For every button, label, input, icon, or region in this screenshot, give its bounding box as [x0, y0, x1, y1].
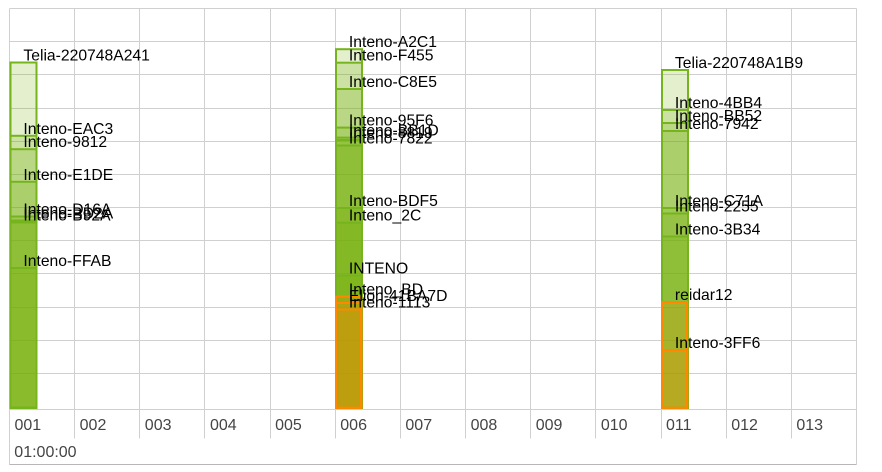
svg-text:Inteno-F455: Inteno-F455: [349, 48, 434, 65]
svg-text:Inteno-3B34: Inteno-3B34: [675, 222, 761, 239]
svg-text:Inteno-1113: Inteno-1113: [349, 295, 431, 312]
svg-text:010: 010: [601, 417, 628, 434]
svg-text:Inteno-BB1D: Inteno-BB1D: [349, 123, 439, 140]
svg-text:01:00:00: 01:00:00: [14, 444, 76, 461]
svg-text:Inteno-9812: Inteno-9812: [23, 134, 107, 151]
svg-text:007: 007: [405, 417, 432, 434]
svg-text:006: 006: [340, 417, 367, 434]
svg-text:reidar12: reidar12: [675, 287, 733, 304]
svg-text:Inteno-BD2A: Inteno-BD2A: [23, 206, 113, 223]
svg-text:008: 008: [471, 417, 498, 434]
svg-text:Inteno-A2C1: Inteno-A2C1: [349, 34, 437, 51]
svg-text:Inteno-BDF5: Inteno-BDF5: [349, 193, 438, 210]
svg-text:005: 005: [275, 417, 302, 434]
svg-text:003: 003: [145, 417, 172, 434]
svg-text:004: 004: [210, 417, 237, 434]
svg-text:Inteno-7822: Inteno-7822: [349, 131, 433, 148]
svg-text:002: 002: [80, 417, 107, 434]
svg-text:INTENO: INTENO: [349, 261, 408, 278]
svg-text:Inteno-7942: Inteno-7942: [675, 116, 759, 133]
svg-text:Inteno-8819: Inteno-8819: [349, 125, 433, 142]
svg-text:Inteno_2C: Inteno_2C: [349, 208, 421, 225]
svg-text:Inteno-EAC3: Inteno-EAC3: [23, 121, 113, 138]
svg-text:012: 012: [731, 417, 758, 434]
svg-text:Inteno-2255: Inteno-2255: [675, 199, 759, 216]
svg-text:Inteno-4BB4: Inteno-4BB4: [675, 95, 762, 112]
svg-text:Inteno-FFAB: Inteno-FFAB: [23, 253, 111, 270]
svg-text:009: 009: [536, 417, 563, 434]
svg-text:Inteno-95F6: Inteno-95F6: [349, 113, 434, 130]
svg-text:Inteno-E1DE: Inteno-E1DE: [23, 167, 113, 184]
svg-text:Inteno-C71A: Inteno-C71A: [675, 193, 764, 210]
svg-text:011: 011: [666, 417, 692, 434]
svg-text:Inteno-D16A: Inteno-D16A: [23, 202, 112, 219]
svg-text:Telia-220748A1B9: Telia-220748A1B9: [675, 55, 803, 72]
svg-text:Elion-41BA7D: Elion-41BA7D: [349, 288, 448, 305]
svg-text:Inteno-B92A: Inteno-B92A: [23, 208, 111, 225]
svg-text:Inteno-C8E5: Inteno-C8E5: [349, 74, 437, 91]
svg-text:Telia-220748A241: Telia-220748A241: [23, 48, 149, 65]
svg-text:Inteno_BD: Inteno_BD: [349, 282, 423, 299]
svg-text:001: 001: [15, 417, 42, 434]
svg-text:Inteno-BB52: Inteno-BB52: [675, 108, 762, 125]
svg-text:013: 013: [796, 417, 823, 434]
svg-text:Inteno-3FF6: Inteno-3FF6: [675, 335, 761, 352]
